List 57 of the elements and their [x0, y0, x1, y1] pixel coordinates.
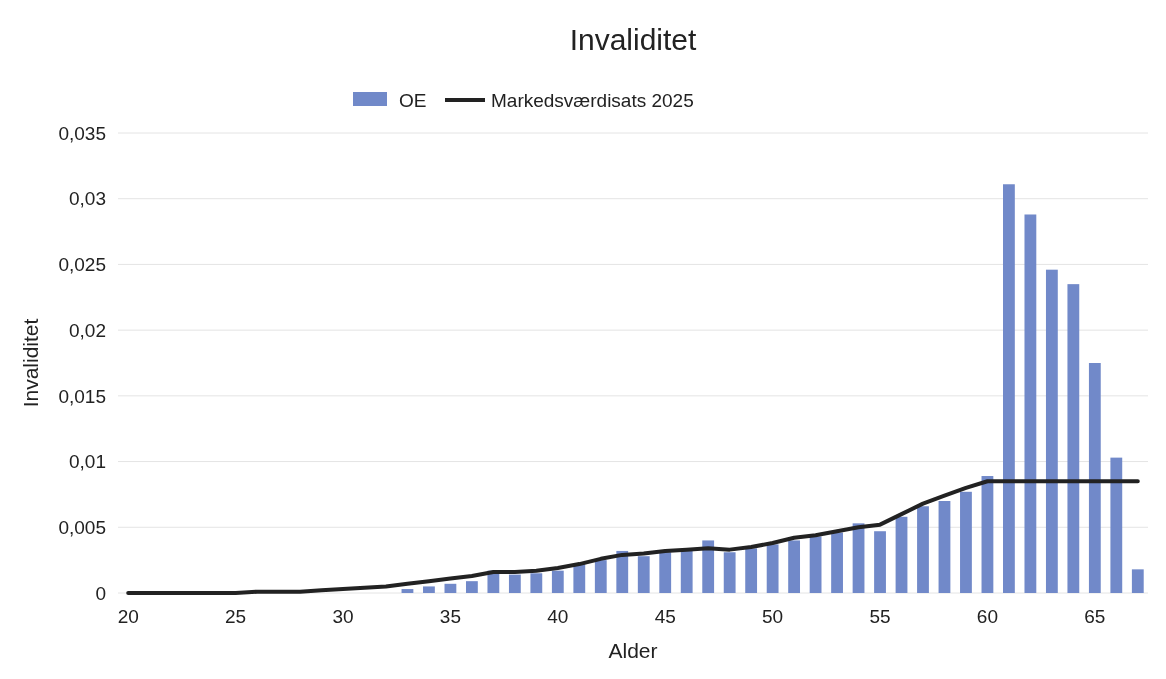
x-tick-label: 20 — [117, 606, 139, 627]
y-tick-label: 0,03 — [69, 188, 106, 210]
bar — [917, 506, 929, 593]
bar — [938, 501, 951, 593]
bar — [1067, 284, 1080, 593]
bar — [788, 540, 801, 593]
chart-title: Invaliditet — [569, 23, 698, 56]
x-tick-label: 30 — [332, 606, 354, 627]
bar — [551, 570, 564, 593]
legend-label: Markedsværdisats 2025 — [491, 89, 694, 111]
bar — [960, 491, 972, 593]
x-tick-label: 45 — [654, 606, 676, 627]
line-series — [126, 479, 1140, 595]
x-tick-label: 35 — [439, 606, 461, 627]
bar — [745, 548, 758, 593]
bar — [1003, 184, 1015, 593]
x-tick-label: 55 — [869, 606, 891, 627]
bar — [594, 560, 607, 593]
bar — [401, 589, 414, 593]
bar — [1088, 363, 1101, 593]
bar — [831, 532, 843, 593]
bar — [981, 476, 994, 593]
bar — [723, 552, 736, 593]
y-tick-label: 0,015 — [58, 385, 106, 407]
bar — [680, 550, 693, 593]
x-axis-title: Alder — [608, 639, 658, 662]
x-tick-label: 40 — [547, 606, 569, 627]
legend-label: OE — [399, 89, 427, 111]
bar — [1045, 269, 1058, 593]
bar — [1131, 569, 1144, 593]
x-tick-label: 65 — [1084, 606, 1106, 627]
x-tick-label: 25 — [225, 606, 247, 627]
y-tick-label: 0,01 — [69, 451, 106, 473]
x-tick-label: 60 — [976, 606, 998, 627]
bar — [809, 536, 822, 593]
y-tick-label: 0,02 — [69, 319, 106, 341]
bar — [465, 581, 478, 593]
bar — [874, 531, 886, 593]
bar — [766, 544, 779, 593]
bar — [530, 573, 543, 593]
y-axis-title: Invaliditet — [19, 318, 42, 408]
bar — [616, 550, 629, 593]
bar — [637, 556, 650, 593]
bar — [702, 540, 715, 593]
bar — [444, 583, 457, 593]
bar — [659, 552, 672, 593]
x-tick-label: 50 — [762, 606, 784, 627]
bar — [1110, 457, 1123, 593]
bar — [508, 574, 521, 593]
bar — [895, 516, 908, 593]
y-tick-label: 0,025 — [58, 254, 106, 276]
bar — [573, 564, 586, 593]
bar — [1024, 214, 1037, 593]
y-tick-label: 0,035 — [58, 122, 106, 144]
y-tick-label: 0 — [95, 582, 106, 604]
bar — [423, 586, 435, 593]
y-tick-label: 0,005 — [58, 516, 106, 538]
